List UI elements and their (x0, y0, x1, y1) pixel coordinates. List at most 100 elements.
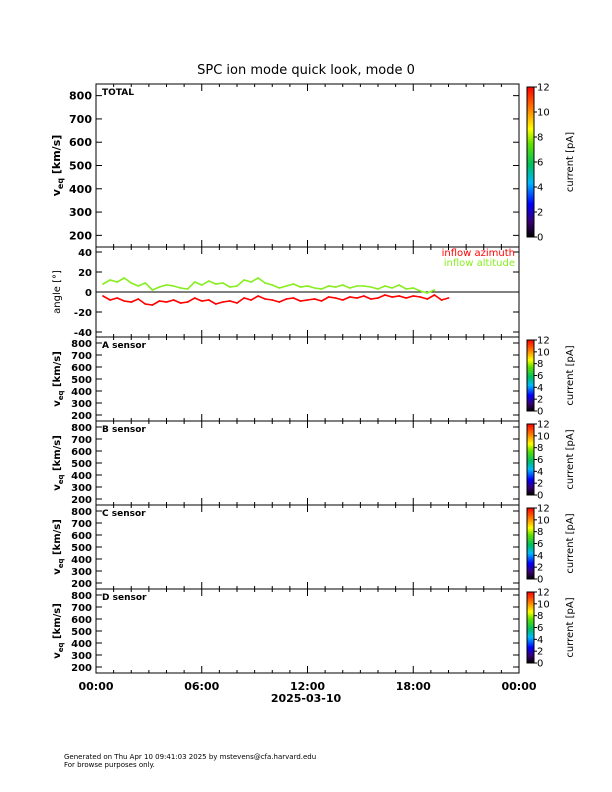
y-tick-label: 300 (71, 651, 92, 662)
y-axis-label-text: veq [km/s] (50, 135, 65, 197)
y-tick-label: 500 (71, 543, 92, 554)
colorbar-tick-label: 0 (537, 233, 543, 244)
x-tick-label: 18:00 (396, 680, 431, 693)
series-point-inflow-altitude (102, 283, 104, 285)
x-tick-label: 00:00 (501, 680, 536, 693)
series-point-inflow-azimuth (102, 295, 104, 297)
y-tick-label: 200 (71, 411, 92, 422)
series-point-inflow-azimuth (130, 301, 133, 303)
colorbar-tick-label: 12 (537, 336, 550, 347)
colorbar-tick-label: 10 (537, 599, 550, 610)
y-tick-label: -20 (74, 308, 92, 319)
y-tick-label: 500 (69, 160, 92, 173)
series-point-inflow-azimuth (433, 294, 436, 296)
y-tick-label: 600 (69, 136, 92, 149)
series-point-inflow-azimuth (299, 300, 302, 302)
series-point-inflow-altitude (214, 283, 217, 285)
colorbar-tick-label: 8 (537, 527, 543, 538)
y-tick-label: 300 (71, 567, 92, 578)
colorbar (526, 507, 535, 580)
series-point-inflow-azimuth (257, 295, 259, 297)
colorbar-tick-label: 4 (537, 383, 543, 394)
colorbar-label: current [pA] (565, 345, 576, 405)
series-point-inflow-altitude (327, 285, 330, 287)
legend-azimuth: inflow azimuth (442, 248, 515, 259)
colorbar-tick-label: 10 (537, 515, 550, 526)
y-tick-label: 200 (71, 579, 92, 590)
y-axis-label: angle [°] (52, 270, 63, 314)
y-tick-label: 800 (71, 339, 92, 350)
y-tick-label: 700 (71, 351, 92, 362)
panel-total: 200 300 400 500 600 700 800 veq [km/s] TOTAL 0 2 4 6… (50, 83, 576, 248)
series-point-inflow-azimuth (391, 296, 393, 298)
series-line-inflow-azimuth (102, 294, 449, 306)
colorbar-label: current [pA] (565, 513, 576, 573)
series-point-inflow-altitude (306, 285, 309, 287)
series-point-inflow-altitude (384, 285, 386, 287)
panel-label: A sensor (102, 341, 147, 351)
series-point-inflow-altitude (320, 288, 323, 290)
series-point-inflow-altitude (250, 281, 253, 283)
footer-browse-line: For browse purposes only. (64, 761, 155, 769)
y-tick-label: 500 (71, 375, 92, 386)
colorbar-tick-label: 6 (537, 455, 543, 466)
series-point-inflow-altitude (398, 284, 400, 286)
series-point-inflow-altitude (193, 281, 196, 283)
series-point-inflow-altitude (278, 287, 281, 289)
colorbar (526, 591, 535, 664)
series-point-inflow-altitude (229, 286, 231, 288)
series-point-inflow-altitude (116, 281, 119, 283)
panel-label: C sensor (102, 509, 146, 519)
y-tick-label: 300 (71, 483, 92, 494)
series-point-inflow-azimuth (341, 299, 344, 301)
footer-generated-line: Generated on Thu Apr 10 09:41:03 2025 by… (64, 753, 317, 761)
colorbar-tick-label: 8 (537, 359, 543, 370)
y-tick-label: 40 (78, 248, 92, 259)
series-point-inflow-altitude (172, 285, 175, 287)
series-point-inflow-altitude (363, 285, 365, 287)
series-point-inflow-azimuth (356, 297, 358, 299)
series-point-inflow-azimuth (200, 300, 203, 302)
series-point-inflow-azimuth (222, 301, 224, 303)
series-point-inflow-altitude (348, 287, 351, 289)
series-point-inflow-altitude (243, 279, 246, 281)
series-point-inflow-azimuth (250, 299, 253, 301)
y-tick-label: 500 (71, 459, 92, 470)
series-point-inflow-altitude (412, 287, 415, 289)
y-axis-label-text: veq [km/s] (52, 351, 65, 407)
colorbar-tick-label: 6 (537, 158, 543, 169)
panel-label: D sensor (102, 593, 147, 603)
colorbar (526, 339, 535, 412)
series-point-inflow-azimuth (447, 297, 450, 299)
series-point-inflow-azimuth (165, 301, 168, 303)
panel-frame (95, 504, 520, 590)
colorbar-tick-label: 4 (537, 183, 543, 194)
series-point-inflow-azimuth (243, 297, 246, 299)
panel-angle: -40 -20 0 20 40 angle [°] inflow azimuthinflow… (52, 246, 520, 339)
y-tick-label: 600 (71, 615, 92, 626)
y-tick-label: 0 (85, 288, 92, 299)
colorbar-label-text: current [pA] (565, 597, 576, 657)
series-point-inflow-azimuth (370, 298, 372, 300)
y-tick-label: 20 (78, 268, 92, 279)
series-point-inflow-altitude (144, 282, 147, 284)
series-point-inflow-altitude (130, 282, 133, 284)
series-point-inflow-altitude (341, 284, 344, 286)
y-tick-label: 600 (71, 447, 92, 458)
series-point-inflow-azimuth (363, 295, 365, 297)
series-point-inflow-azimuth (426, 298, 429, 300)
colorbar-label: current [pA] (565, 597, 576, 657)
colorbar-tick-label: 2 (537, 208, 543, 219)
colorbar-label: current [pA] (565, 429, 576, 489)
colorbar (526, 423, 535, 496)
y-tick-label: 700 (71, 603, 92, 614)
series-point-inflow-altitude (207, 280, 210, 282)
series-point-inflow-altitude (179, 287, 182, 289)
y-tick-label: 400 (71, 639, 92, 650)
series-point-inflow-azimuth (377, 297, 379, 299)
series-point-inflow-azimuth (334, 297, 337, 299)
y-axis-label-text: veq [km/s] (52, 435, 65, 491)
series-point-inflow-altitude (123, 277, 126, 279)
